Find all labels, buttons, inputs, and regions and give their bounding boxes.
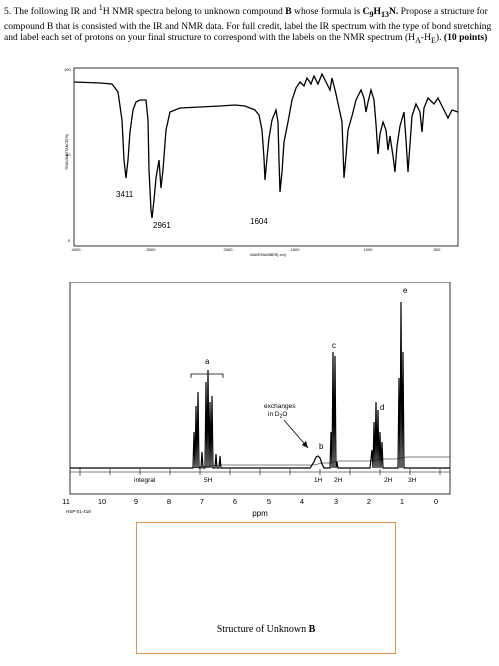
ir-ytick-0: 0: [68, 238, 71, 243]
nmr-xtick-8: 8: [167, 497, 171, 506]
ir-xtick-2000: 2000: [224, 247, 234, 252]
question-instructions: Propose a structure for compound B that …: [4, 6, 492, 43]
molecular-formula: C9H13N.: [362, 6, 399, 20]
nmr-integral-3h: 3H: [408, 477, 417, 484]
ir-trace: [73, 72, 459, 219]
nmr-xtick-1: 1: [400, 497, 404, 506]
ir-xtick-500: 500: [434, 247, 441, 252]
ir-frame: [73, 67, 459, 247]
nmr-integral-curve: [70, 456, 450, 469]
compound-label: B: [285, 6, 292, 18]
nmr-label-b: b: [319, 442, 324, 451]
ir-peak-label-2961: 2961: [153, 221, 171, 230]
nmr-integral-label: integral: [134, 477, 156, 484]
nmr-trace: [70, 301, 450, 469]
nmr-baseline-ticks: [70, 468, 450, 476]
nmr-label-d: d: [380, 403, 384, 412]
nmr-annotation-line2: in D2O: [268, 411, 287, 420]
nmr-xtick-3: 3: [334, 497, 338, 506]
ir-peak-label-3411: 3411: [116, 190, 134, 199]
nmr-spectrum-id: HSP-01-418: [66, 509, 91, 514]
points-label: (10 points): [443, 31, 488, 43]
nmr-xtick-0: 0: [434, 497, 438, 506]
nmr-integral-2h-d: 2H: [384, 477, 393, 484]
ir-peak-label-1604: 1604: [250, 217, 268, 226]
ir-ytick-100: 100: [64, 67, 71, 72]
nmr-integral-1h: 1H: [314, 477, 323, 484]
answer-box[interactable]: Structure of Unknown B: [136, 522, 396, 654]
ir-xlabel: WAVENUMBER[-cm]: [250, 253, 286, 257]
ir-ytick-50: 50: [66, 152, 71, 157]
ir-xtick-3000: 3000: [147, 247, 157, 252]
nmr-xtick-7: 7: [200, 497, 204, 506]
ir-spectrum: 100 50 0 TRANSMITTANCE[%] 4000 3000 2000…: [60, 60, 460, 270]
nmr-xtick-9: 9: [134, 497, 138, 506]
nmr-xtick-5: 5: [267, 497, 271, 506]
ir-xtick-4000: 4000: [72, 247, 82, 252]
question-text: 5. The following IR and 1H NMR spectra b…: [4, 3, 492, 45]
nmr-xtick-2: 2: [367, 497, 371, 506]
nmr-integral-5h: 5H: [204, 477, 213, 484]
nmr-xtick-4: 4: [300, 497, 304, 506]
answer-label: Structure of Unknown B: [216, 624, 316, 635]
nmr-label-e: e: [403, 286, 408, 295]
nmr-annotation-line1: exchanges: [264, 403, 296, 410]
nmr-xlabel: ppm: [252, 509, 268, 518]
question-number: 5.: [4, 6, 12, 18]
nmr-label-c: c: [332, 341, 336, 350]
ir-xtick-1000: 1000: [364, 247, 374, 252]
nmr-label-a: a: [205, 357, 210, 366]
nmr-xtick-10: 10: [98, 497, 106, 506]
nmr-arrowhead: [302, 441, 308, 448]
nmr-frame: [69, 281, 451, 495]
nmr-bracket-a: [190, 373, 224, 378]
nmr-xtick-11: 11: [62, 497, 70, 506]
ir-xtick-1500: 1500: [291, 247, 301, 252]
nmr-integral-2h-c: 2H: [334, 477, 343, 484]
nmr-spectrum: a b c d e exchanges in D2O integral 5H 1…: [50, 281, 460, 520]
nmr-xtick-6: 6: [233, 497, 237, 506]
ir-ylabel: TRANSMITTANCE[%]: [65, 135, 69, 170]
